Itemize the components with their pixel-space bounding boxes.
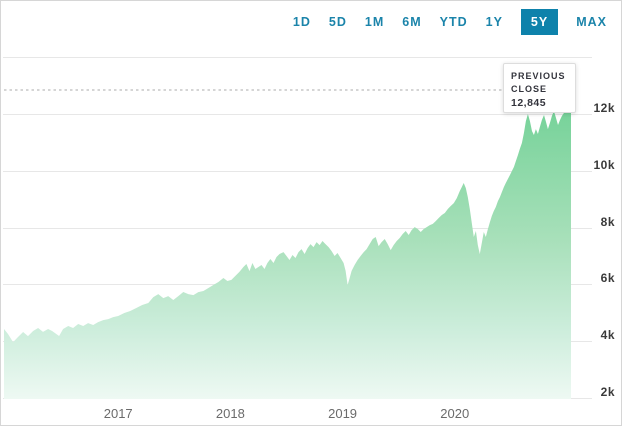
tooltip-value: 12,845 bbox=[511, 97, 547, 110]
x-axis-label-2019: 2019 bbox=[328, 406, 357, 421]
range-tab-1m[interactable]: 1M bbox=[365, 9, 384, 35]
range-tab-max[interactable]: MAX bbox=[576, 9, 607, 35]
y-axis-label-4k: 4k bbox=[601, 328, 615, 342]
price-area-series bbox=[4, 110, 571, 399]
previous-close-tooltip: PREVIOUS CLOSE 12,845 bbox=[503, 63, 576, 113]
range-tab-5d[interactable]: 5D bbox=[329, 9, 347, 35]
tooltip-title: PREVIOUS CLOSE bbox=[511, 71, 566, 95]
y-axis-label-8k: 8k bbox=[601, 215, 615, 229]
range-tab-1y[interactable]: 1Y bbox=[486, 9, 503, 35]
range-tab-ytd[interactable]: YTD bbox=[440, 9, 468, 35]
x-axis-label-2018: 2018 bbox=[216, 406, 245, 421]
x-axis-label-2017: 2017 bbox=[104, 406, 133, 421]
range-selector: 1D 5D 1M 6M YTD 1Y 5Y MAX bbox=[293, 9, 607, 35]
y-axis-label-10k: 10k bbox=[593, 158, 615, 172]
y-axis-label-6k: 6k bbox=[601, 271, 615, 285]
y-axis-label-2k: 2k bbox=[601, 385, 615, 399]
range-tab-5y[interactable]: 5Y bbox=[520, 9, 559, 35]
y-axis-label-12k: 12k bbox=[593, 101, 615, 115]
range-tab-1d[interactable]: 1D bbox=[293, 9, 311, 35]
range-tab-6m[interactable]: 6M bbox=[402, 9, 421, 35]
x-axis-label-2020: 2020 bbox=[440, 406, 469, 421]
